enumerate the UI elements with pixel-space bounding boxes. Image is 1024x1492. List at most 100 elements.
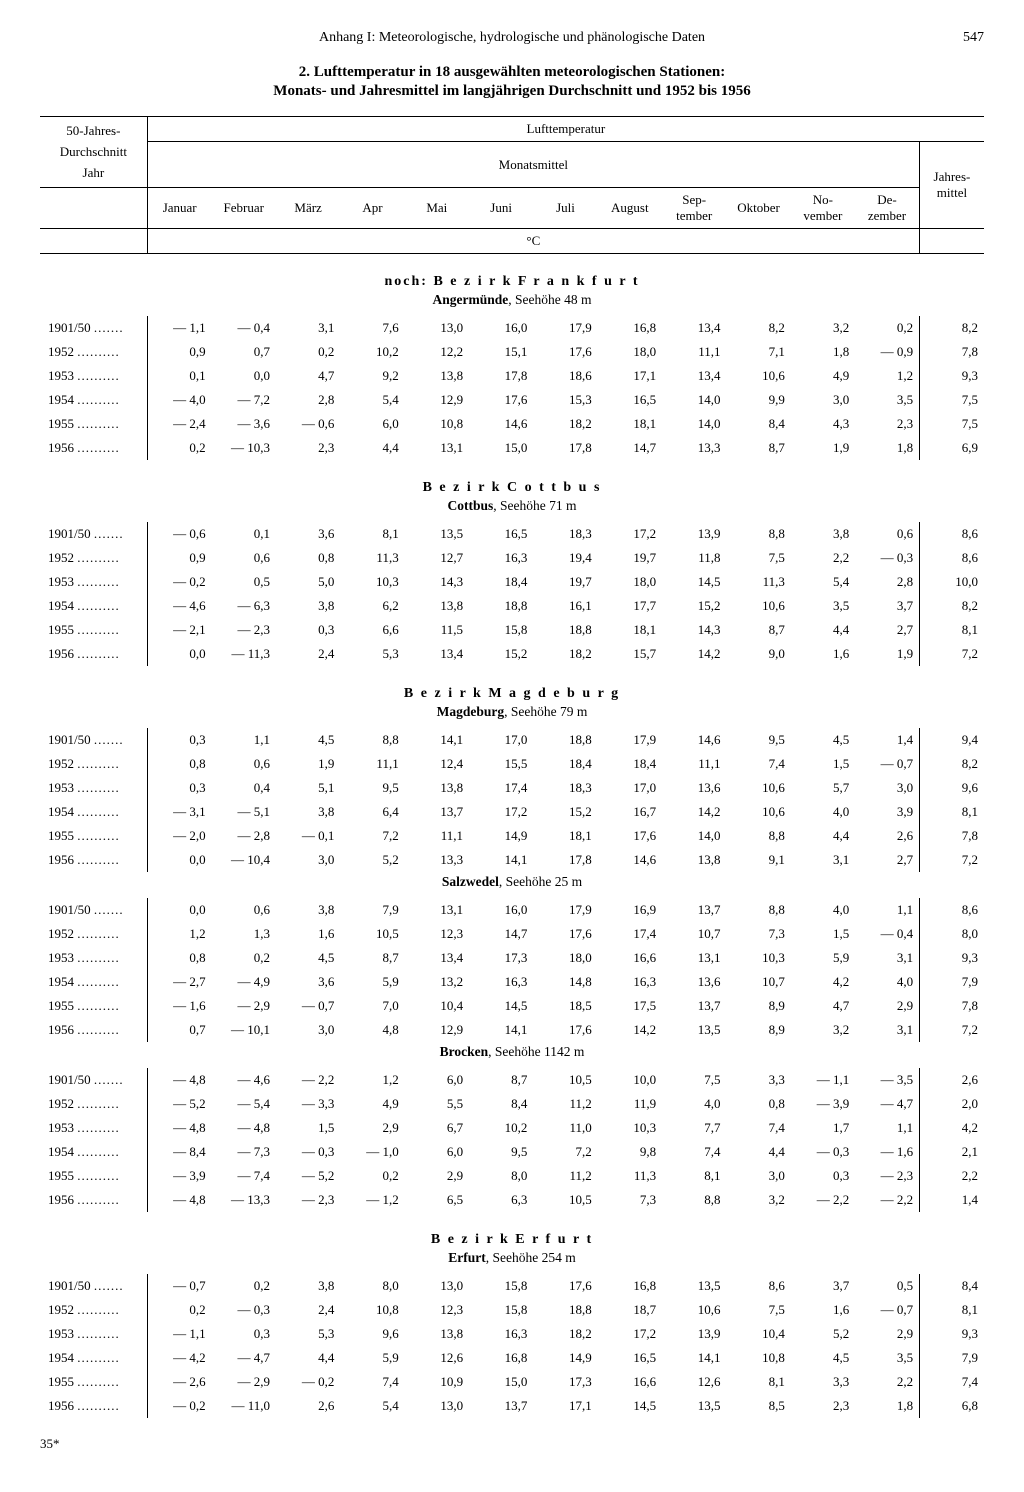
value-cell: 0,3 — [276, 618, 340, 642]
table-row: 1955 ..........— 2,6— 2,9— 0,27,410,915,… — [40, 1370, 984, 1394]
value-cell: 0,8 — [147, 752, 211, 776]
value-cell: 9,9 — [727, 388, 791, 412]
value-cell: 16,0 — [469, 898, 533, 922]
value-cell: 17,0 — [598, 776, 662, 800]
value-cell: 13,8 — [405, 1322, 469, 1346]
value-cell: 7,9 — [340, 898, 404, 922]
station-data-table: 1901/50 .......— 0,60,13,68,113,516,518,… — [40, 522, 984, 666]
value-cell: 0,6 — [855, 522, 919, 546]
value-cell: 5,0 — [276, 570, 340, 594]
value-cell: — 4,9 — [212, 970, 276, 994]
value-cell: — 3,3 — [276, 1092, 340, 1116]
value-cell: 16,3 — [469, 546, 533, 570]
value-cell: 0,5 — [855, 1274, 919, 1298]
value-cell: — 0,4 — [855, 922, 919, 946]
value-cell: 11,1 — [662, 752, 726, 776]
running-head: Anhang I: Meteorologische, hydrologische… — [40, 30, 984, 46]
value-cell: — 4,7 — [855, 1092, 919, 1116]
value-cell: 0,0 — [147, 642, 211, 666]
year-cell: 1901/50 ....... — [40, 1068, 147, 1092]
value-cell: — 0,3 — [276, 1140, 340, 1164]
value-cell: 3,6 — [276, 522, 340, 546]
value-cell: 2,7 — [855, 618, 919, 642]
value-cell: 0,3 — [147, 728, 211, 752]
value-cell: 16,8 — [598, 1274, 662, 1298]
value-cell: — 10,4 — [212, 848, 276, 872]
value-cell: 6,0 — [405, 1140, 469, 1164]
value-cell: 16,7 — [598, 800, 662, 824]
value-cell: 0,2 — [855, 316, 919, 340]
value-cell: 13,6 — [662, 776, 726, 800]
value-cell: 0,7 — [147, 1018, 211, 1042]
year-cell: 1953 .......... — [40, 1322, 147, 1346]
value-cell: 8,1 — [340, 522, 404, 546]
value-cell: 8,8 — [727, 522, 791, 546]
value-cell: 1,3 — [212, 922, 276, 946]
value-cell: 10,4 — [405, 994, 469, 1018]
value-cell: 7,5 — [727, 1298, 791, 1322]
value-cell: 5,3 — [340, 642, 404, 666]
value-cell: — 3,9 — [147, 1164, 211, 1188]
value-cell: 4,5 — [791, 1346, 855, 1370]
year-cell: 1953 .......... — [40, 364, 147, 388]
value-cell: 8,5 — [727, 1394, 791, 1418]
value-cell: — 5,2 — [276, 1164, 340, 1188]
table-row: 1952 ..........1,21,31,610,512,314,717,6… — [40, 922, 984, 946]
value-cell: 13,8 — [405, 364, 469, 388]
value-cell: — 2,2 — [276, 1068, 340, 1092]
value-cell: 6,0 — [405, 1068, 469, 1092]
value-cell: 8,8 — [340, 728, 404, 752]
value-cell: 6,8 — [920, 1394, 984, 1418]
year-cell: 1952 .......... — [40, 1298, 147, 1322]
value-cell: — 8,4 — [147, 1140, 211, 1164]
value-cell: 8,6 — [920, 898, 984, 922]
value-cell: 0,0 — [212, 364, 276, 388]
value-cell: 14,2 — [662, 642, 726, 666]
value-cell: 6,9 — [920, 436, 984, 460]
value-cell: 10,0 — [920, 570, 984, 594]
value-cell: 7,2 — [920, 1018, 984, 1042]
value-cell: 13,2 — [405, 970, 469, 994]
value-cell: 13,5 — [662, 1274, 726, 1298]
value-cell: 13,4 — [662, 316, 726, 340]
value-cell: 13,4 — [405, 946, 469, 970]
value-cell: 18,5 — [533, 994, 597, 1018]
value-cell: 18,3 — [533, 522, 597, 546]
value-cell: 11,2 — [533, 1092, 597, 1116]
value-cell: 18,0 — [598, 340, 662, 364]
value-cell: 17,9 — [533, 898, 597, 922]
value-cell: 16,5 — [598, 388, 662, 412]
value-cell: 9,8 — [598, 1140, 662, 1164]
data-sections: noch: B e z i r k F r a n k f u r tAnger… — [40, 274, 984, 1418]
value-cell: 17,5 — [598, 994, 662, 1018]
district-title: B e z i r k C o t t b u s — [40, 480, 984, 496]
year-cell: 1956 .......... — [40, 1018, 147, 1042]
value-cell: 0,5 — [212, 570, 276, 594]
table-row: 1955 ..........— 3,9— 7,4— 5,20,22,98,01… — [40, 1164, 984, 1188]
value-cell: 6,2 — [340, 594, 404, 618]
year-cell: 1955 .......... — [40, 618, 147, 642]
value-cell: 17,6 — [533, 1018, 597, 1042]
value-cell: 0,6 — [212, 898, 276, 922]
table-row: 1952 ..........0,2— 0,32,410,812,315,818… — [40, 1298, 984, 1322]
value-cell: 2,8 — [855, 570, 919, 594]
value-cell: 10,7 — [727, 970, 791, 994]
value-cell: 0,6 — [212, 546, 276, 570]
value-cell: 16,8 — [469, 1346, 533, 1370]
value-cell: 3,3 — [727, 1068, 791, 1092]
value-cell: 13,5 — [662, 1018, 726, 1042]
value-cell: — 0,2 — [147, 570, 211, 594]
value-cell: 1,2 — [855, 364, 919, 388]
value-cell: 2,9 — [405, 1164, 469, 1188]
value-cell: 7,2 — [920, 848, 984, 872]
value-cell: — 4,2 — [147, 1346, 211, 1370]
value-cell: 14,9 — [469, 824, 533, 848]
value-cell: 18,6 — [533, 364, 597, 388]
value-cell: 0,2 — [147, 1298, 211, 1322]
value-cell: 2,2 — [855, 1370, 919, 1394]
value-cell: 13,4 — [662, 364, 726, 388]
year-cell: 1955 .......... — [40, 1370, 147, 1394]
year-cell: 1953 .......... — [40, 946, 147, 970]
value-cell: 13,3 — [662, 436, 726, 460]
value-cell: 14,6 — [598, 848, 662, 872]
